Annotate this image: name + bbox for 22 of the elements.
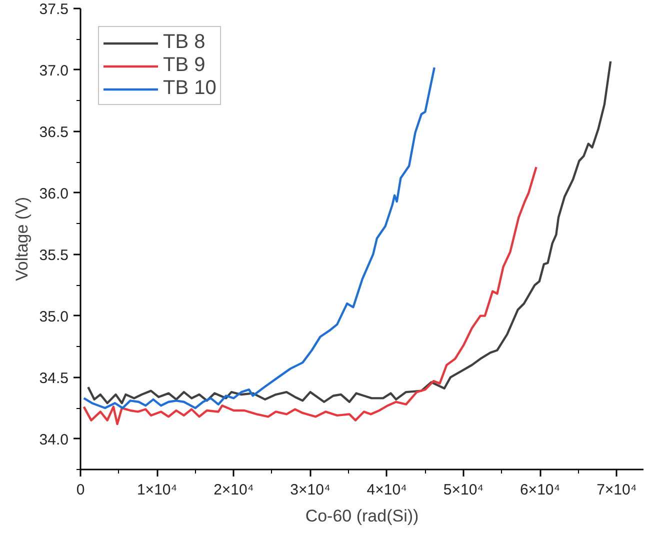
y-tick-label: 35.0 bbox=[39, 308, 69, 326]
x-tick-label: 6×10⁴ bbox=[520, 482, 560, 498]
line-series bbox=[82, 166, 538, 426]
x-tick-label: 4×10⁴ bbox=[366, 482, 408, 498]
legend-label: TB 10 bbox=[163, 77, 216, 100]
y-tick-label: 37.0 bbox=[39, 62, 69, 80]
x-tick-label: 2×10⁴ bbox=[214, 482, 254, 498]
y-tick-label: 35.5 bbox=[39, 246, 69, 264]
y-axis-title: Voltage (V) bbox=[12, 196, 32, 282]
y-tick-label: 36.5 bbox=[39, 124, 69, 141]
x-tick-label: 0 bbox=[76, 482, 85, 498]
x-tick-label: 1×10⁴ bbox=[136, 482, 178, 498]
x-tick-label: 3×10⁴ bbox=[290, 482, 330, 498]
y-tick-label: 36.0 bbox=[39, 185, 69, 202]
legend-label: TB 9 bbox=[163, 54, 206, 77]
legend-label: TB 8 bbox=[163, 31, 206, 54]
y-tick-label: 34.5 bbox=[39, 370, 69, 387]
y-tick-label: 34.0 bbox=[39, 431, 69, 448]
x-tick-label: 7×10⁴ bbox=[596, 482, 637, 498]
y-tick-label: 37.5 bbox=[39, 1, 69, 18]
x-tick-label: 5×10⁴ bbox=[443, 482, 484, 498]
x-axis-title: Co-60 (rad(Si)) bbox=[305, 506, 419, 526]
